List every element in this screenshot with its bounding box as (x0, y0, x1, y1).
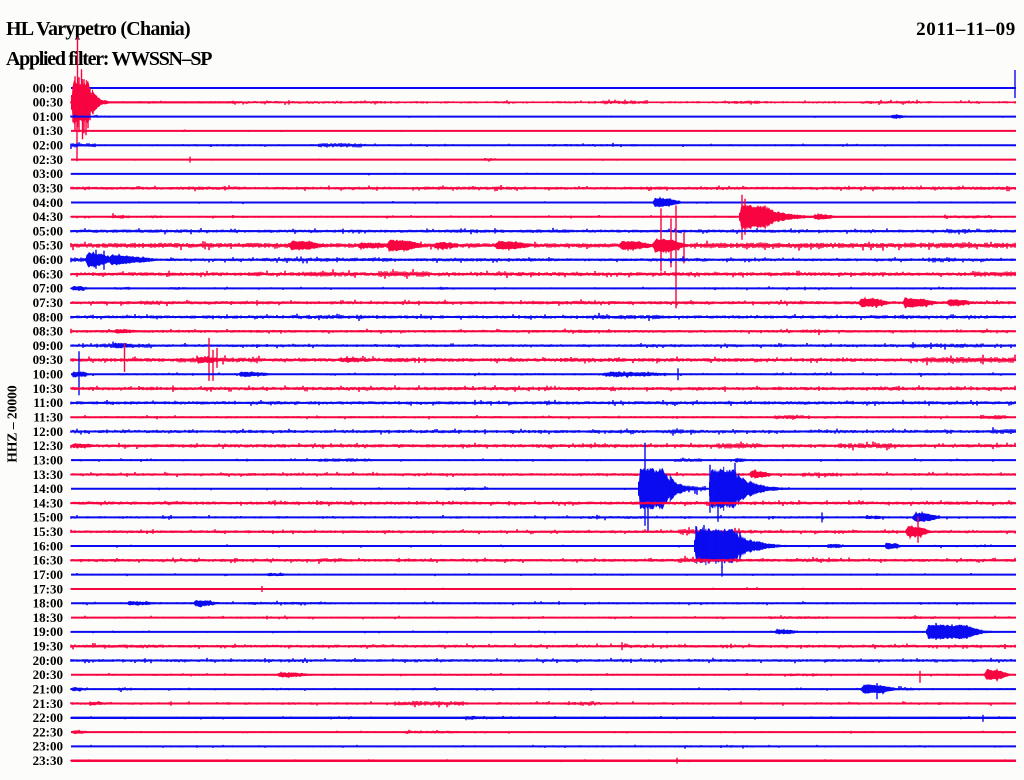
svg-text:22:30: 22:30 (33, 724, 63, 739)
svg-text:18:00: 18:00 (33, 596, 63, 611)
svg-text:01:00: 01:00 (33, 109, 63, 124)
svg-text:07:00: 07:00 (33, 281, 63, 296)
svg-text:16:30: 16:30 (33, 553, 63, 568)
svg-text:21:00: 21:00 (33, 681, 63, 696)
svg-text:03:30: 03:30 (33, 181, 63, 196)
svg-text:21:30: 21:30 (33, 696, 63, 711)
svg-text:13:30: 13:30 (33, 467, 63, 482)
svg-text:11:30: 11:30 (33, 410, 63, 425)
svg-text:02:30: 02:30 (33, 152, 63, 167)
svg-text:04:30: 04:30 (33, 209, 63, 224)
svg-text:16:00: 16:00 (33, 538, 63, 553)
svg-text:11:00: 11:00 (33, 395, 63, 410)
svg-text:09:30: 09:30 (33, 352, 63, 367)
svg-text:19:30: 19:30 (33, 639, 63, 654)
svg-text:18:30: 18:30 (33, 610, 63, 625)
svg-text:03:00: 03:00 (33, 166, 63, 181)
svg-text:07:30: 07:30 (33, 295, 63, 310)
svg-text:10:00: 10:00 (33, 367, 63, 382)
svg-text:12:00: 12:00 (33, 424, 63, 439)
svg-text:09:00: 09:00 (33, 338, 63, 353)
svg-text:10:30: 10:30 (33, 381, 63, 396)
svg-text:20:30: 20:30 (33, 667, 63, 682)
svg-text:00:00: 00:00 (33, 80, 63, 95)
svg-text:01:30: 01:30 (33, 123, 63, 138)
svg-text:14:30: 14:30 (33, 495, 63, 510)
svg-text:17:30: 17:30 (33, 581, 63, 596)
svg-text:20:00: 20:00 (33, 653, 63, 668)
svg-text:02:00: 02:00 (33, 138, 63, 153)
svg-text:06:30: 06:30 (33, 266, 63, 281)
svg-text:13:00: 13:00 (33, 452, 63, 467)
svg-text:17:00: 17:00 (33, 567, 63, 582)
svg-text:14:00: 14:00 (33, 481, 63, 496)
svg-text:15:30: 15:30 (33, 524, 63, 539)
svg-text:08:00: 08:00 (33, 309, 63, 324)
svg-text:23:00: 23:00 (33, 739, 63, 754)
svg-text:23:30: 23:30 (33, 753, 63, 768)
svg-text:06:00: 06:00 (33, 252, 63, 267)
svg-text:05:30: 05:30 (33, 238, 63, 253)
svg-text:00:30: 00:30 (33, 95, 63, 110)
svg-text:04:00: 04:00 (33, 195, 63, 210)
svg-text:12:30: 12:30 (33, 438, 63, 453)
svg-text:08:30: 08:30 (33, 324, 63, 339)
svg-text:05:00: 05:00 (33, 223, 63, 238)
svg-text:19:00: 19:00 (33, 624, 63, 639)
svg-text:22:00: 22:00 (33, 710, 63, 725)
svg-text:15:00: 15:00 (33, 510, 63, 525)
